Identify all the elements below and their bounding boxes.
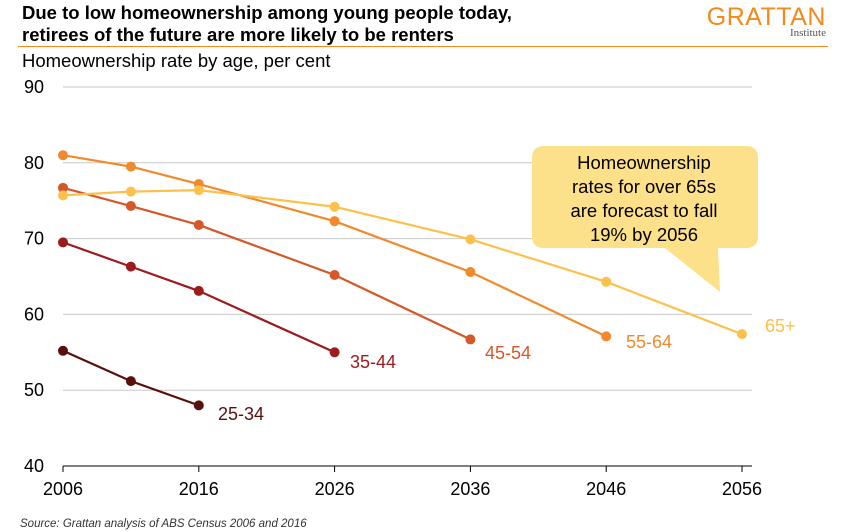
callout-bubble [532, 146, 758, 292]
series-35-44: 35-44 [58, 237, 396, 372]
chart-subtitle: Homeownership rate by age, per cent [22, 50, 331, 71]
series-65+: 65+ [58, 185, 796, 340]
data-point [125, 376, 136, 387]
series-label: 55-64 [626, 332, 672, 352]
y-tick-label: 80 [24, 153, 44, 173]
logo-name: GRATTAN [706, 3, 826, 31]
series-45-54: 45-54 [58, 182, 531, 363]
series-25-34: 25-34 [58, 345, 264, 424]
data-point [58, 190, 68, 201]
data-point [125, 201, 136, 212]
y-tick-label: 70 [24, 229, 44, 249]
data-point [193, 219, 204, 230]
data-point [329, 347, 340, 358]
data-point [193, 185, 204, 196]
header-divider [18, 46, 828, 47]
data-point [465, 234, 476, 245]
series-label: 45-54 [485, 343, 531, 363]
callout-line-1: Homeownership [577, 152, 711, 173]
data-point [465, 266, 476, 277]
logo-subtitle: Institute [789, 27, 826, 39]
source-note: Source: Grattan analysis of ABS Census 2… [20, 518, 307, 530]
data-point [601, 331, 612, 342]
data-point [465, 334, 476, 345]
y-tick-label: 90 [24, 77, 44, 97]
x-tick-label: 2046 [586, 479, 626, 499]
data-point [601, 276, 612, 287]
x-tick-label: 2006 [43, 479, 83, 499]
y-tick-label: 60 [24, 304, 44, 324]
data-point [329, 201, 340, 212]
y-tick-label: 50 [24, 380, 44, 400]
callout-line-2: rates for over 65s [572, 176, 716, 197]
data-point [737, 329, 747, 340]
chart-title-line-1: Due to low homeownership among young peo… [22, 2, 512, 23]
callout-shape [532, 146, 758, 292]
y-tick-label: 40 [24, 456, 44, 476]
series-group: 25-34 35-44 45-54 55-64 65+ [58, 150, 796, 424]
y-axis: 40 50 60 70 80 90 [24, 77, 44, 476]
data-point [58, 150, 68, 161]
callout-line-3: are forecast to fall [570, 200, 718, 221]
x-tick-label: 2036 [450, 479, 490, 499]
data-point [58, 345, 68, 356]
data-point [193, 400, 204, 411]
series-line [62, 241, 336, 354]
data-point [58, 237, 68, 248]
grattan-logo: GRATTAN Institute [707, 4, 826, 39]
x-tick-label: 2026 [315, 479, 355, 499]
x-tick-label: 2016 [179, 479, 219, 499]
data-point [193, 285, 204, 296]
data-point [125, 161, 136, 172]
data-point [329, 216, 340, 227]
series-label: 65+ [765, 316, 796, 336]
chart-title: Due to low homeownership among young peo… [22, 2, 662, 46]
chart-title-line-2: retirees of the future are more likely t… [22, 24, 454, 45]
x-axis: 2006 2016 2026 2036 2046 2056 [43, 465, 762, 499]
data-point [125, 261, 136, 272]
callout-text: Homeownership rates for over 65s are for… [534, 151, 754, 247]
data-point [125, 186, 136, 197]
series-line [62, 154, 607, 338]
x-tick-label: 2056 [722, 479, 762, 499]
callout-line-4: 19% by 2056 [589, 224, 698, 245]
data-point [329, 269, 340, 280]
series-label: 35-44 [350, 352, 396, 372]
series-55-64: 55-64 [58, 150, 672, 352]
data-point [58, 182, 68, 193]
series-label: 25-34 [218, 404, 264, 424]
